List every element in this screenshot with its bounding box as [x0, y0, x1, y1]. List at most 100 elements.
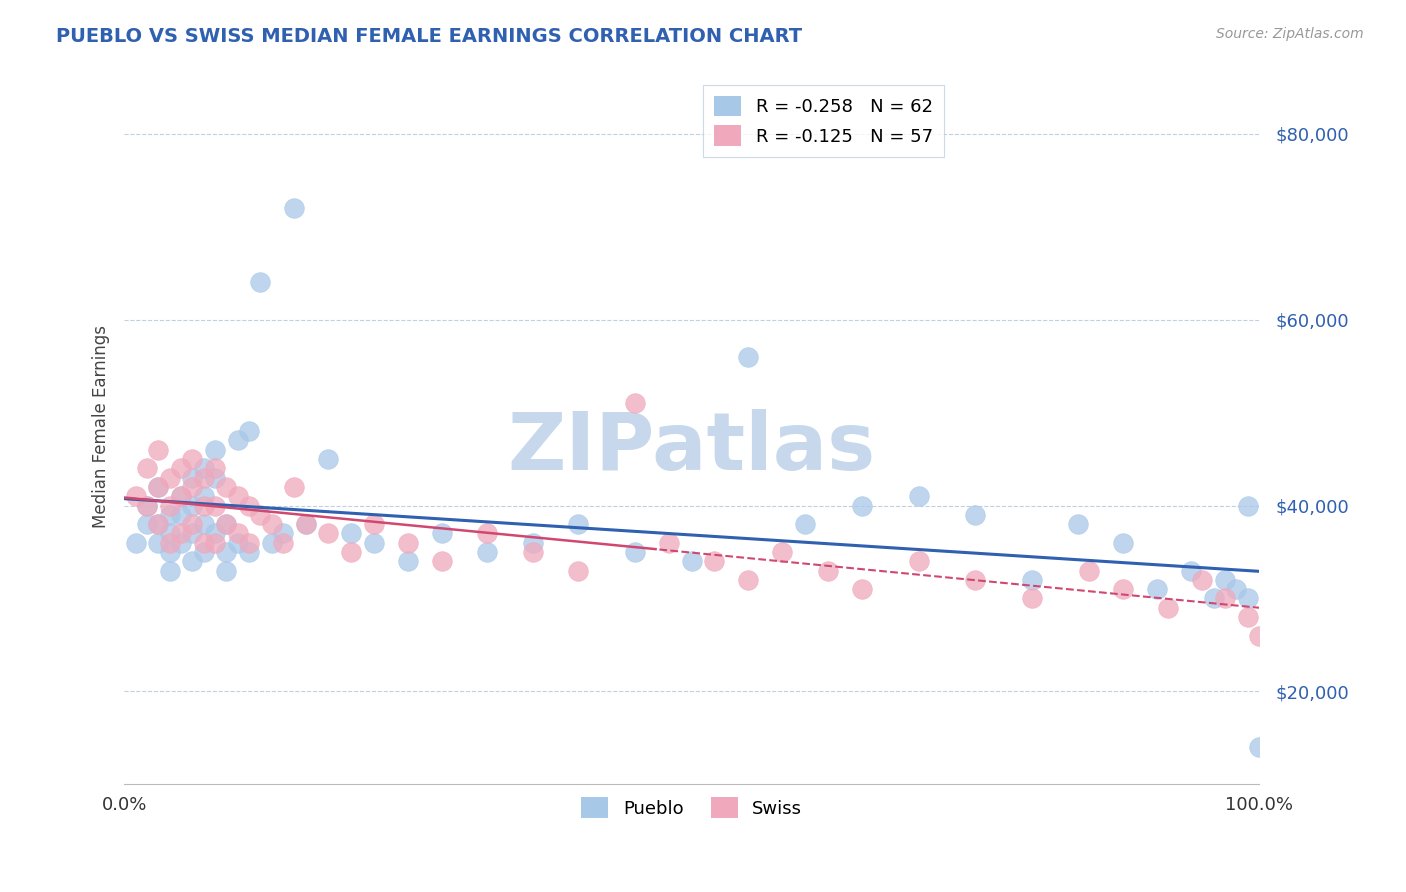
Point	[159, 470, 181, 484]
Point	[193, 470, 215, 484]
Point	[1157, 600, 1180, 615]
Point	[1112, 535, 1135, 549]
Point	[181, 554, 204, 568]
Point	[124, 535, 146, 549]
Point	[238, 424, 260, 438]
Point	[135, 499, 157, 513]
Point	[340, 526, 363, 541]
Point	[1077, 564, 1099, 578]
Point	[283, 480, 305, 494]
Point	[396, 554, 419, 568]
Point	[204, 442, 226, 457]
Point	[204, 526, 226, 541]
Point	[181, 452, 204, 467]
Point	[965, 573, 987, 587]
Point	[681, 554, 703, 568]
Point	[215, 480, 238, 494]
Point	[193, 461, 215, 475]
Point	[817, 564, 839, 578]
Point	[238, 499, 260, 513]
Point	[181, 470, 204, 484]
Point	[159, 526, 181, 541]
Point	[170, 489, 193, 503]
Point	[363, 535, 385, 549]
Point	[1146, 582, 1168, 597]
Point	[148, 517, 170, 532]
Point	[1021, 573, 1043, 587]
Point	[907, 489, 929, 503]
Point	[226, 434, 249, 448]
Point	[1236, 610, 1258, 624]
Point	[430, 554, 453, 568]
Point	[772, 545, 794, 559]
Point	[170, 526, 193, 541]
Point	[271, 526, 294, 541]
Point	[1213, 591, 1236, 606]
Point	[363, 517, 385, 532]
Text: Source: ZipAtlas.com: Source: ZipAtlas.com	[1216, 27, 1364, 41]
Point	[624, 396, 647, 410]
Point	[1249, 629, 1271, 643]
Point	[1225, 582, 1247, 597]
Point	[271, 535, 294, 549]
Point	[181, 480, 204, 494]
Point	[567, 564, 589, 578]
Y-axis label: Median Female Earnings: Median Female Earnings	[93, 325, 110, 528]
Point	[181, 517, 204, 532]
Point	[124, 489, 146, 503]
Point	[477, 545, 499, 559]
Point	[283, 201, 305, 215]
Point	[193, 499, 215, 513]
Point	[170, 508, 193, 522]
Point	[159, 545, 181, 559]
Point	[170, 489, 193, 503]
Point	[965, 508, 987, 522]
Point	[1021, 591, 1043, 606]
Point	[181, 526, 204, 541]
Point	[624, 545, 647, 559]
Point	[148, 480, 170, 494]
Point	[522, 535, 544, 549]
Point	[135, 499, 157, 513]
Point	[135, 517, 157, 532]
Point	[249, 276, 271, 290]
Point	[794, 517, 817, 532]
Point	[170, 535, 193, 549]
Point	[148, 535, 170, 549]
Point	[148, 442, 170, 457]
Point	[340, 545, 363, 559]
Point	[737, 573, 759, 587]
Point	[522, 545, 544, 559]
Point	[851, 582, 873, 597]
Point	[1191, 573, 1213, 587]
Point	[318, 526, 340, 541]
Point	[1112, 582, 1135, 597]
Point	[396, 535, 419, 549]
Point	[159, 564, 181, 578]
Point	[249, 508, 271, 522]
Point	[477, 526, 499, 541]
Point	[226, 526, 249, 541]
Point	[238, 535, 260, 549]
Text: PUEBLO VS SWISS MEDIAN FEMALE EARNINGS CORRELATION CHART: PUEBLO VS SWISS MEDIAN FEMALE EARNINGS C…	[56, 27, 803, 45]
Point	[658, 535, 681, 549]
Point	[135, 461, 157, 475]
Point	[215, 545, 238, 559]
Point	[238, 545, 260, 559]
Point	[1236, 499, 1258, 513]
Point	[181, 499, 204, 513]
Point	[851, 499, 873, 513]
Legend: Pueblo, Swiss: Pueblo, Swiss	[574, 790, 810, 825]
Point	[430, 526, 453, 541]
Point	[159, 508, 181, 522]
Point	[204, 470, 226, 484]
Point	[567, 517, 589, 532]
Point	[193, 517, 215, 532]
Point	[1249, 740, 1271, 755]
Point	[907, 554, 929, 568]
Point	[1213, 573, 1236, 587]
Point	[215, 564, 238, 578]
Point	[1202, 591, 1225, 606]
Point	[294, 517, 316, 532]
Point	[226, 535, 249, 549]
